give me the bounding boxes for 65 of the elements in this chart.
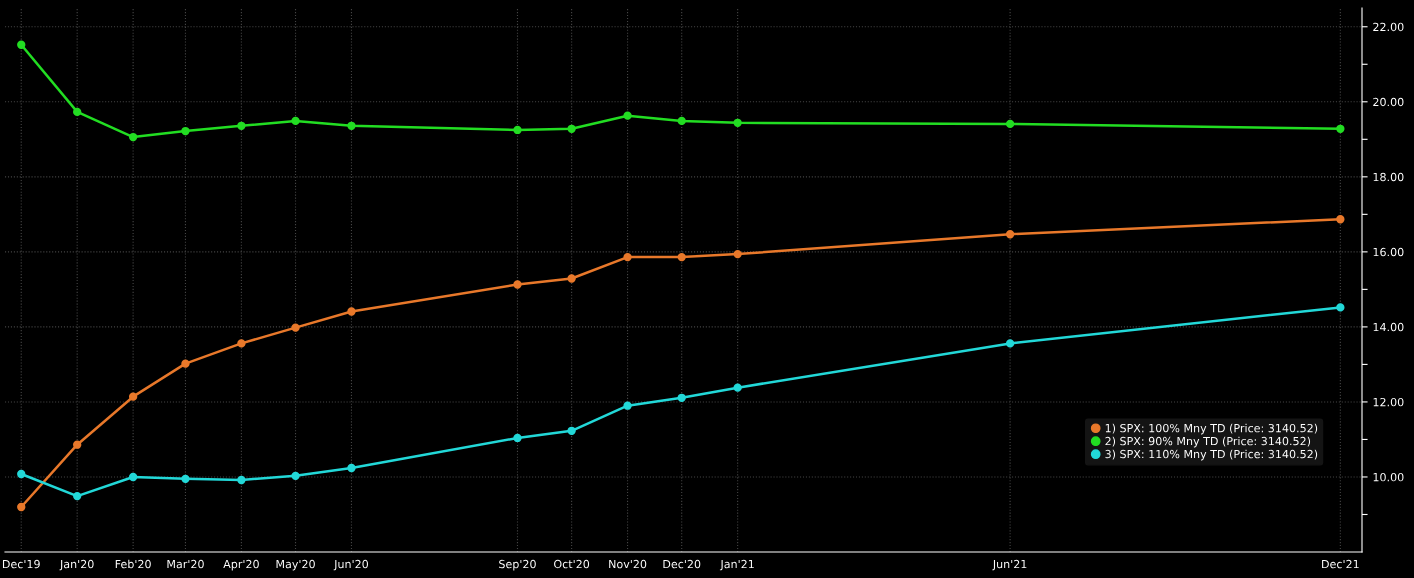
legend-label: 1) SPX: 100% Mny TD (Price: 3140.52) [1105,423,1318,435]
y-tick-label: 16.00 [1373,247,1404,257]
y-tick-label: 10.00 [1373,472,1404,482]
legend-label: 2) SPX: 90% Mny TD (Price: 3140.52) [1105,436,1311,448]
x-tick-label: Oct'20 [554,559,590,569]
point [513,125,522,135]
x-tick-label: Dec'20 [663,559,701,569]
y-tick-label: 18.00 [1373,172,1404,182]
x-tick-label: Sep'20 [499,559,536,571]
x-tick-label: Apr'20 [223,559,259,571]
point [17,502,26,512]
x-tick-label: Feb'20 [115,559,151,569]
point [567,426,576,435]
x-tick-label: Jan'21 [719,559,754,571]
point [677,393,686,402]
point [733,383,742,392]
y-tick-label: 12.00 [1373,397,1404,407]
x-tick-label: Mar'20 [167,559,204,569]
x-tick-label: May'20 [276,559,315,571]
point [1336,303,1345,312]
point [181,126,190,136]
point [567,124,576,133]
point [1005,119,1015,129]
legend-label: 3) SPX: 110% Mny TD (Price: 3140.52) [1105,449,1318,461]
point [513,433,522,443]
x-tick-label: Dec'21 [1322,559,1359,569]
point [623,111,632,120]
y-tick-label: 20.00 [1373,97,1404,107]
point [73,107,82,117]
x-tick-label: Jan'20 [59,559,94,571]
point [73,491,82,501]
point [181,474,190,484]
point [677,252,686,262]
point [128,472,138,482]
x-tick-label: Nov'20 [609,559,647,569]
x-tick-label: Dec'19 [2,559,40,569]
point [1336,124,1345,133]
y-tick-label: 22.00 [1373,22,1404,32]
point [347,307,356,316]
point [677,116,686,126]
point [567,274,576,283]
point [733,249,742,259]
point [237,121,246,130]
point [291,471,300,481]
point [73,440,82,449]
x-tick-label: Jun'21 [992,559,1027,571]
point [17,40,26,49]
point [291,323,300,332]
point [128,132,138,142]
point [17,469,26,479]
point [181,359,190,368]
point [237,339,246,348]
point [347,463,356,473]
y-tick-label: 14.00 [1373,322,1404,332]
point [1005,339,1015,348]
point [347,121,356,130]
point [1005,230,1015,239]
point [1336,215,1345,224]
point [291,116,300,126]
point [623,401,632,410]
point [623,252,632,262]
point [733,118,742,127]
point [237,475,246,485]
point [128,392,138,401]
x-tick-label: Jun'20 [333,559,369,571]
